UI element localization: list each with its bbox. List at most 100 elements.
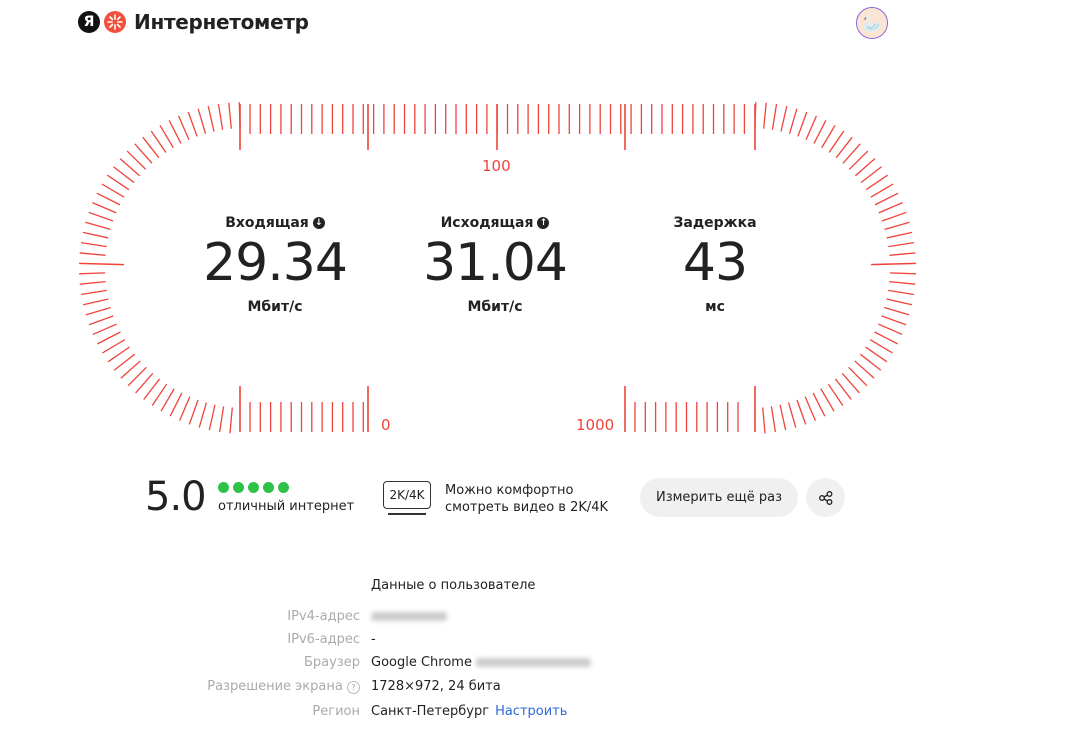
gauge-tick (168, 120, 182, 144)
upload-metric: Исходящая ↑ 31.04 Мбит/с (395, 215, 595, 315)
retry-button[interactable]: Измерить ещё раз (640, 478, 798, 517)
rating-score: 5.0 (145, 474, 207, 520)
video-text-line2: смотреть видео в 2K/4K (445, 500, 609, 515)
gauge-tick (881, 315, 907, 326)
gauge-tick (150, 130, 167, 153)
gauge-tick (835, 136, 853, 159)
gauge-tick (88, 211, 114, 222)
gauge-tick (884, 306, 910, 316)
arrow-down-circle-icon: ↓ (312, 217, 325, 229)
download-value: 29.34 (203, 233, 348, 293)
share-button[interactable] (806, 478, 845, 517)
gauge-tick (870, 262, 916, 266)
rating-dot (233, 482, 244, 493)
gauge-tick (82, 298, 109, 306)
help-icon[interactable]: ? (347, 681, 360, 694)
gauge-tick (207, 105, 215, 132)
gauge-tick (754, 102, 757, 129)
info-label: IPv6-адрес (287, 632, 360, 647)
gauge-tick (788, 108, 798, 134)
gauge-tick (870, 183, 894, 198)
info-row-browser: Браузер Google Chrome (0, 655, 1068, 673)
gauge-tick (762, 407, 766, 434)
latency-value: 43 (682, 233, 748, 293)
upload-label: Исходящая (440, 215, 534, 231)
gauge-tick (804, 396, 816, 421)
download-unit: Мбит/с (247, 299, 303, 315)
rating-dot (218, 482, 229, 493)
gauge-tick (113, 353, 136, 371)
download-metric: Входящая ↓ 29.34 Мбит/с (175, 215, 375, 315)
gauge-tick (842, 143, 861, 164)
gauge-tick (884, 221, 910, 231)
gauge-tick (888, 241, 915, 248)
gauge-tick (828, 130, 845, 153)
gauge-tick (79, 252, 106, 256)
info-row-region: Регион Санкт-Петербург Настроить (0, 704, 1068, 722)
gauge-tick (218, 406, 225, 433)
gauge-tick (79, 281, 106, 285)
gauge-tick (805, 115, 818, 140)
gauge-tick (848, 366, 868, 387)
gauge-tick (81, 289, 107, 296)
rating-text: отличный интернет (218, 499, 355, 514)
info-row-ipv6: IPv6-адрес - (0, 632, 1068, 650)
gauge-tick (187, 111, 198, 137)
gauge-tick (780, 105, 788, 132)
gauge-tick (159, 125, 174, 149)
gauge-tick (796, 399, 807, 425)
info-value: Санкт-Петербург (371, 704, 490, 719)
gauge-tick (797, 111, 808, 137)
gauge-tick (874, 331, 898, 345)
region-settings-link[interactable]: Настроить (495, 704, 568, 719)
gauge-tick (142, 136, 160, 159)
video-quality-text: Можно комфортно смотреть видео в 2K/4K (445, 482, 608, 516)
gauge-tick (889, 272, 916, 275)
video-text-line1: Можно комфортно (445, 483, 574, 498)
gauge-tick (878, 323, 903, 336)
gauge-tick (865, 346, 888, 363)
video-quality-badge: 2K/4K (383, 481, 431, 509)
gauge-tick (821, 125, 836, 149)
info-label: IPv4-адрес (287, 609, 360, 624)
gauge-label-0: 0 (381, 416, 391, 434)
gauge-tick (889, 281, 916, 285)
gauge-label-100: 100 (482, 157, 511, 175)
info-label: Браузер (304, 655, 360, 670)
browser-version-blurred (476, 658, 592, 667)
user-info-title: Данные о пользователе (371, 578, 536, 593)
info-row-ipv4: IPv4-адрес (0, 609, 1068, 627)
rating-dot (278, 482, 289, 493)
gauge-tick (135, 372, 154, 394)
gauge-tick (85, 306, 111, 316)
gauge-tick (85, 221, 111, 231)
gauge-tick (126, 150, 147, 170)
internetometer-logo-icon (104, 11, 126, 33)
info-label: Регион (312, 704, 360, 719)
gauge-tick (771, 104, 778, 130)
gauge-tick (238, 102, 241, 129)
app-title: Интернетометр (134, 10, 309, 34)
gauge-tick (779, 404, 787, 431)
yandex-logo: Я (78, 11, 100, 33)
gauge-tick (127, 366, 147, 387)
gauge-tick (92, 323, 117, 336)
gauge-tick (854, 158, 876, 177)
gauge-tick (820, 388, 835, 412)
logo[interactable]: Я Интернетометр (78, 10, 309, 34)
info-row-resolution: Разрешение экрана ? 1728×972, 24 бита (0, 679, 1068, 697)
gauge-tick (79, 272, 106, 275)
latency-unit: мс (705, 299, 725, 315)
gauge-tick (97, 331, 121, 345)
user-avatar[interactable]: 🦢 (856, 7, 888, 39)
gauge-tick (888, 289, 914, 296)
gauge-tick (102, 339, 126, 354)
gauge-tick (869, 339, 893, 354)
gauge-tick (107, 174, 130, 191)
gauge-tick (217, 104, 224, 130)
gauge-tick (188, 399, 199, 425)
gauge-tick (865, 174, 888, 191)
speed-gauge (79, 102, 916, 434)
gauge-tick (79, 262, 125, 266)
gauge-label-1000: 1000 (576, 416, 615, 434)
